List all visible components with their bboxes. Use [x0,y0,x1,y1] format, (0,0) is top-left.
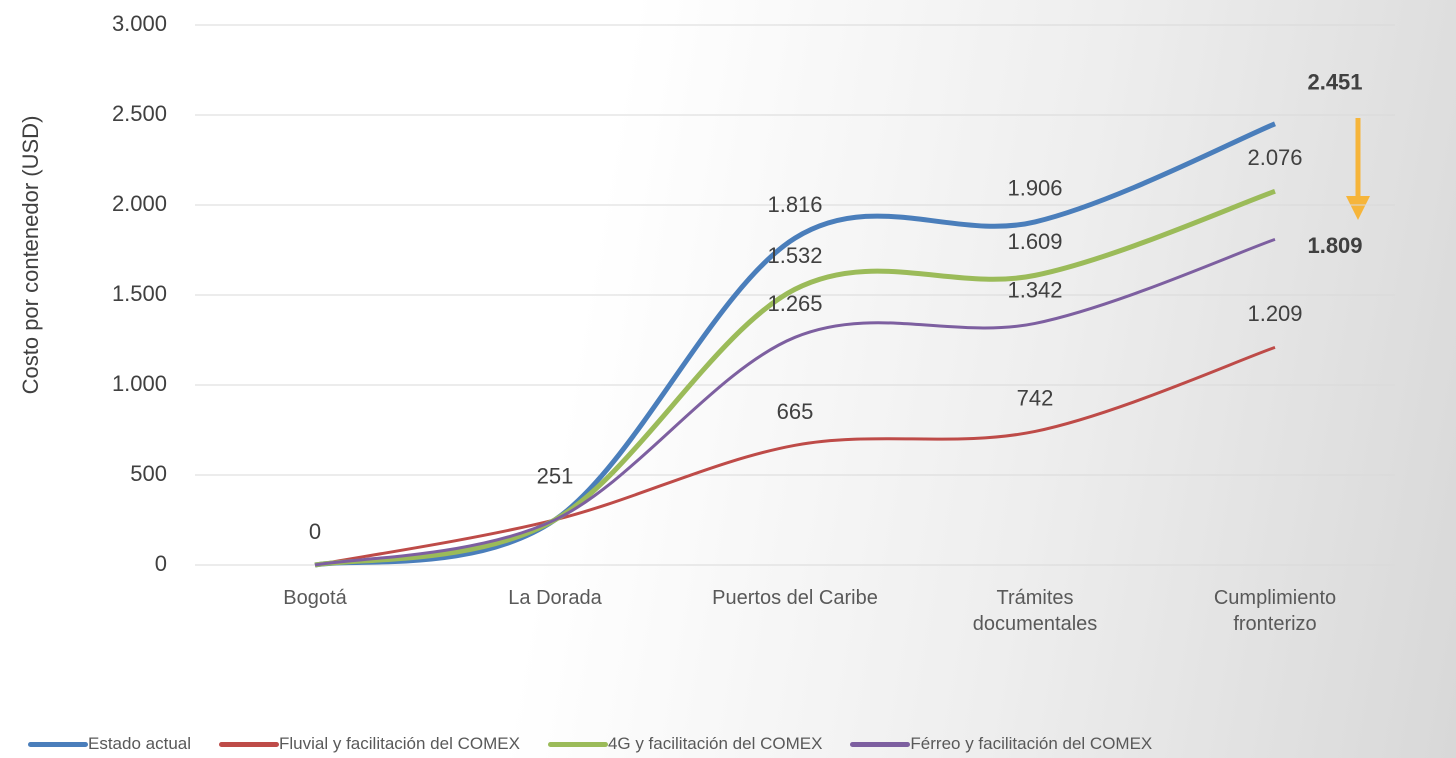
x-tick-label: Cumplimiento fronterizo [1213,587,1337,635]
y-tick-label: 2.500 [112,101,167,126]
data-label: 742 [1017,385,1054,410]
legend-label: Fluvial y facilitación del COMEX [279,734,520,753]
annotation-arrow-head [1346,196,1370,220]
line-series [314,188,1276,568]
line-series [314,237,1276,567]
line-series [314,345,1276,567]
legend-label: Férreo y facilitación del COMEX [910,734,1153,753]
data-label: 1.209 [1247,301,1302,326]
data-label: 1.906 [1007,176,1062,201]
data-label: 251 [537,464,574,489]
data-label: 665 [777,399,814,424]
x-tick-label: La Dorada [508,587,602,609]
line-series [314,121,1276,568]
legend-item: Fluvial y facilitación del COMEX [219,734,520,754]
x-tick-label: Puertos del Caribe [712,587,878,609]
data-label: 2.451 [1307,70,1362,95]
legend-swatch [28,741,88,747]
legend-swatch [219,741,280,747]
y-tick-label: 500 [130,461,167,486]
y-axis-title: Costo por contenedor (USD) [18,116,43,395]
y-tick-label: 3.000 [112,11,167,36]
data-label: 1.809 [1307,233,1362,258]
data-label: 1.532 [767,243,822,268]
y-tick-label: 2.000 [112,191,167,216]
legend: Estado actual Fluvial y facilitación del … [28,734,1152,754]
data-label: 0 [309,519,321,544]
y-tick-label: 1.500 [112,281,167,306]
data-label: 2.076 [1247,145,1302,170]
legend-item: Férreo y facilitación del COMEX [850,734,1152,754]
data-label: 1.342 [1007,277,1062,302]
data-label: 1.609 [1007,229,1062,254]
legend-swatch [850,741,911,747]
y-tick-label: 1.000 [112,371,167,396]
legend-label: Estado actual [88,734,192,753]
legend-item: 4G y facilitación del COMEX [547,734,823,754]
legend-item: Estado actual [28,734,191,754]
legend-swatch [547,741,608,747]
data-label: 1.816 [767,192,822,217]
x-tick-label: Trámites documentales [972,587,1098,635]
data-label: 1.265 [767,291,822,316]
legend-label: 4G y facilitación del COMEX [607,734,823,753]
x-tick-label: Bogotá [283,587,347,609]
y-tick-label: 0 [155,551,167,576]
